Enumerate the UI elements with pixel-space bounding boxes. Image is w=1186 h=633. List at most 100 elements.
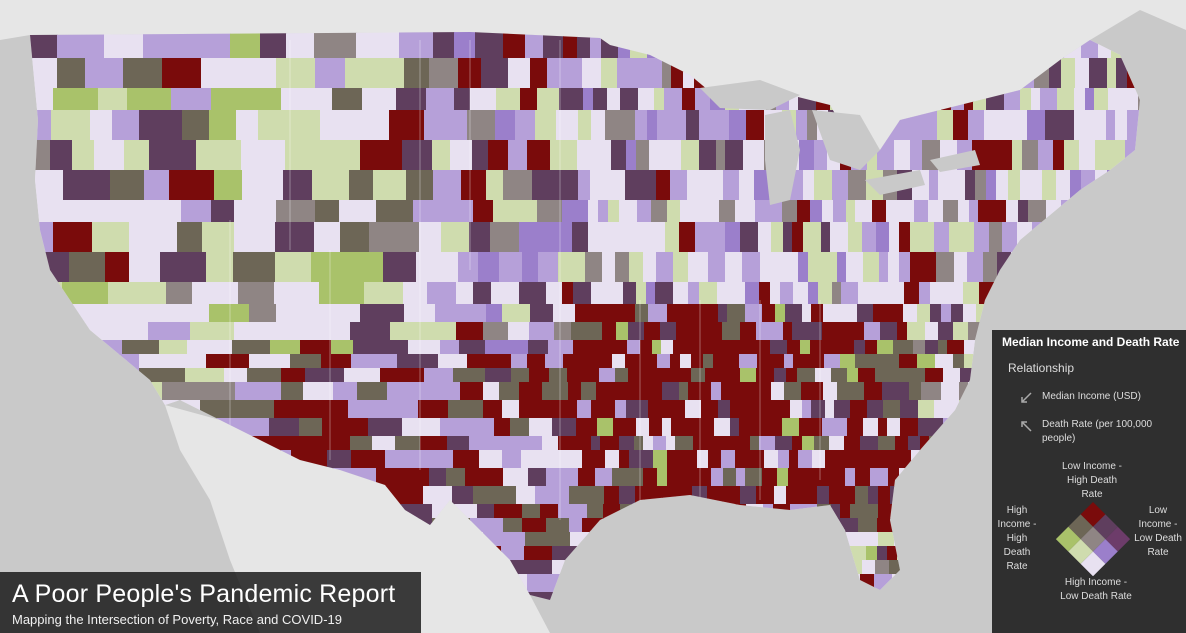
county-cell bbox=[527, 574, 548, 593]
county-cell bbox=[688, 418, 706, 437]
county-cell bbox=[925, 340, 939, 355]
county-cell bbox=[187, 32, 231, 59]
county-cell bbox=[701, 400, 719, 419]
county-cell bbox=[502, 304, 531, 323]
county-cell bbox=[635, 304, 649, 323]
county-cell bbox=[446, 468, 466, 487]
county-cell bbox=[508, 140, 528, 171]
county-cell bbox=[629, 450, 645, 469]
county-cell bbox=[598, 200, 609, 223]
county-cell bbox=[774, 486, 787, 505]
county-cell bbox=[384, 340, 409, 355]
county-cell bbox=[764, 450, 779, 469]
county-cell bbox=[441, 222, 470, 253]
county-cell bbox=[1107, 58, 1117, 89]
county-cell bbox=[522, 518, 547, 533]
county-cell bbox=[345, 58, 377, 89]
county-cell bbox=[196, 140, 242, 171]
county-cell bbox=[467, 110, 496, 141]
county-cell bbox=[802, 486, 818, 505]
county-cell bbox=[949, 222, 966, 253]
county-cell bbox=[553, 304, 576, 323]
county-cell bbox=[647, 222, 666, 253]
county-cell bbox=[573, 340, 591, 355]
county-cell bbox=[502, 450, 522, 469]
county-cell bbox=[562, 200, 580, 223]
county-cell bbox=[546, 468, 564, 487]
county-cell bbox=[315, 58, 346, 89]
county-cell bbox=[438, 354, 468, 369]
county-cell bbox=[713, 354, 730, 369]
county-cell bbox=[1020, 170, 1030, 201]
county-cell bbox=[986, 170, 997, 201]
county-cell bbox=[644, 450, 654, 469]
county-cell bbox=[619, 110, 636, 141]
county-cell bbox=[234, 200, 277, 223]
county-cell bbox=[614, 282, 624, 305]
county-cell bbox=[635, 400, 649, 419]
county-cell bbox=[948, 400, 960, 419]
county-cell bbox=[1028, 200, 1047, 223]
county-cell bbox=[812, 382, 824, 401]
county-cell bbox=[847, 368, 859, 383]
county-cell bbox=[434, 322, 457, 341]
county-cell bbox=[900, 400, 919, 419]
county-cell bbox=[332, 88, 363, 111]
county-cell bbox=[1070, 170, 1082, 201]
county-cell bbox=[930, 304, 942, 323]
county-cell bbox=[364, 282, 404, 305]
county-cell bbox=[433, 32, 455, 59]
county-cell bbox=[963, 304, 977, 323]
county-cell bbox=[1075, 58, 1090, 89]
county-cell bbox=[396, 88, 427, 111]
county-cell bbox=[626, 140, 637, 171]
county-cell bbox=[522, 504, 541, 519]
county-cell bbox=[459, 340, 486, 355]
county-cell bbox=[92, 222, 130, 253]
county-cell bbox=[238, 282, 275, 305]
county-cell bbox=[247, 368, 282, 383]
county-cell bbox=[793, 282, 809, 305]
county-cell bbox=[974, 222, 990, 253]
county-cell bbox=[143, 32, 188, 59]
county-cell bbox=[727, 304, 746, 323]
county-cell bbox=[527, 592, 557, 600]
county-cell bbox=[525, 532, 555, 547]
county-cell bbox=[94, 140, 125, 171]
county-cell bbox=[867, 400, 884, 419]
county-cell bbox=[879, 450, 895, 469]
county-cell bbox=[640, 340, 653, 355]
county-cell bbox=[579, 200, 589, 223]
county-cell bbox=[201, 58, 241, 89]
county-cell bbox=[1006, 200, 1019, 223]
county-cell bbox=[853, 322, 865, 341]
county-cell bbox=[792, 322, 811, 341]
county-cell bbox=[560, 450, 573, 469]
county-cell bbox=[516, 436, 543, 451]
county-cell bbox=[356, 32, 400, 59]
county-cell bbox=[528, 340, 549, 355]
county-cell bbox=[612, 354, 626, 369]
county-cell bbox=[739, 400, 757, 419]
county-cell bbox=[615, 400, 627, 419]
county-cell bbox=[159, 340, 188, 355]
county-cell bbox=[682, 88, 696, 111]
county-cell bbox=[789, 450, 799, 469]
county-cell bbox=[494, 504, 523, 519]
county-cell bbox=[382, 304, 405, 323]
county-cell bbox=[723, 170, 740, 201]
county-cell bbox=[746, 200, 756, 223]
county-cell bbox=[187, 340, 233, 355]
county-cell bbox=[648, 304, 659, 323]
county-cell bbox=[810, 322, 823, 341]
county-cell bbox=[921, 382, 933, 401]
county-cell bbox=[818, 282, 833, 305]
county-cell bbox=[543, 32, 564, 59]
county-cell bbox=[675, 436, 694, 451]
county-cell bbox=[860, 532, 879, 547]
county-cell bbox=[679, 382, 689, 401]
county-cell bbox=[633, 58, 645, 89]
county-cell bbox=[383, 252, 417, 283]
county-cell bbox=[369, 222, 393, 253]
